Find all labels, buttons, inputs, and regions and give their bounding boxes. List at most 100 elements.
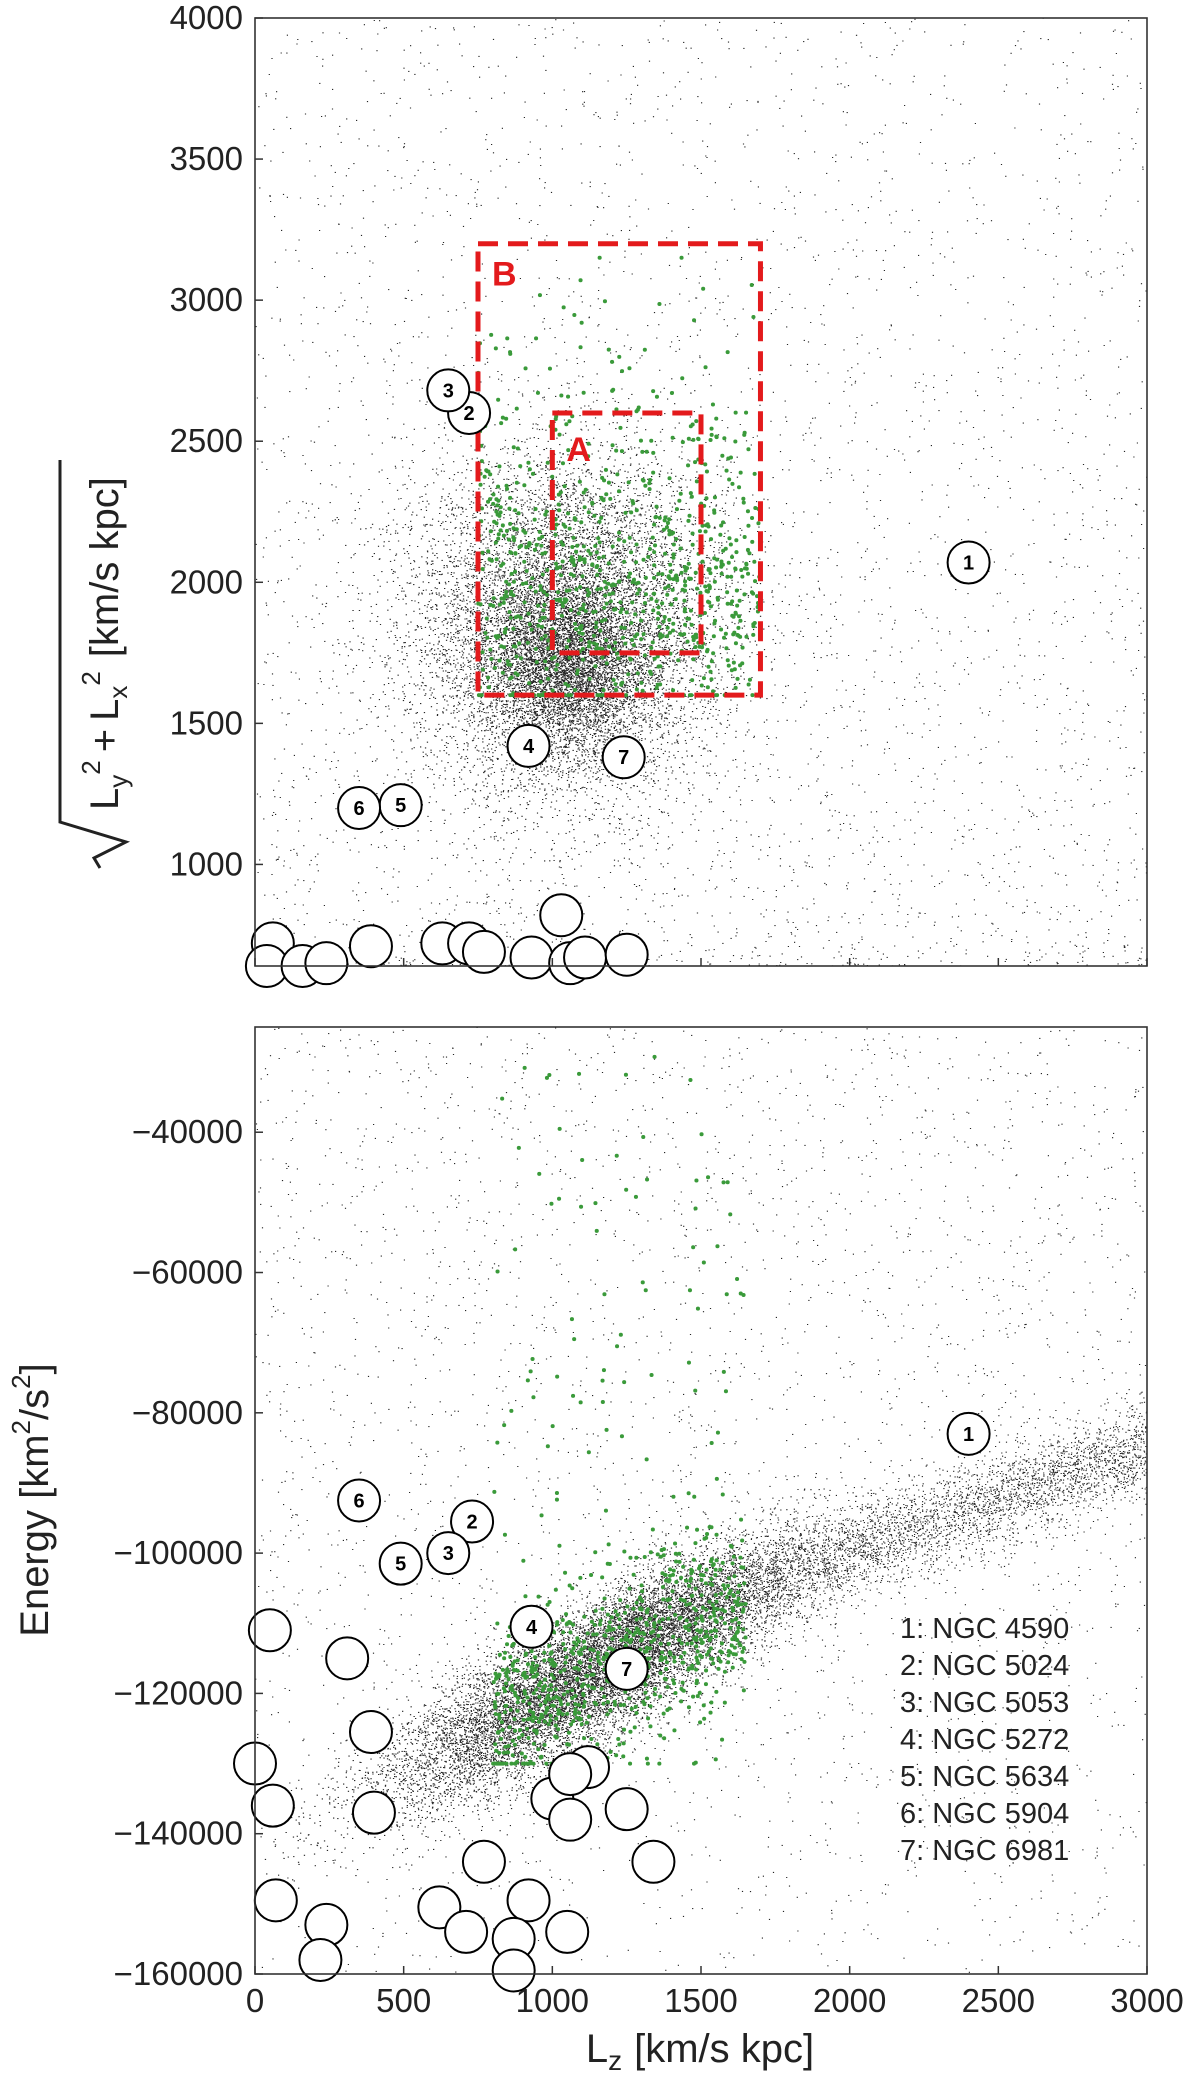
bottom-xtick-label: 2500 (962, 1982, 1035, 2019)
bottom-ylabel-post: ] (13, 1363, 57, 1374)
bottom-background-stars (255, 1027, 1147, 1974)
bottom-ylabel-sup1: 2 (6, 1420, 36, 1434)
cluster-label-6: 6 (354, 1491, 365, 1513)
bottom-scatter-points (255, 1027, 1147, 1974)
cluster-marker-3: 3 (426, 1531, 471, 1576)
bottom-ytick-label: −100000 (114, 1534, 243, 1571)
cluster-marker-7: 7 (601, 735, 646, 780)
top-ytick-label: 3000 (170, 281, 243, 318)
cluster-marker (253, 1878, 298, 1923)
cluster-label-4: 4 (523, 736, 535, 758)
cluster-label-6: 6 (354, 798, 365, 820)
cluster-marker (250, 1783, 295, 1828)
bottom-ytick-label: −120000 (114, 1674, 243, 1711)
cluster-marker (539, 893, 584, 938)
cluster-marker (325, 1636, 370, 1681)
legend-entry: 3: NGC 5053 (900, 1687, 1069, 1719)
selection-boxes: AB (475, 241, 763, 698)
cluster-marker-6: 6 (337, 786, 382, 830)
cluster-marker (247, 1608, 292, 1653)
legend-entry: 6: NGC 5904 (900, 1798, 1069, 1830)
bottom-xtick-label: 2000 (813, 1982, 886, 2019)
top-ylabel-lx-sup: 2 (76, 671, 106, 685)
cluster-marker (461, 929, 506, 974)
box-a (549, 410, 704, 656)
bottom-xlabel: Lz [km/s kpc] (586, 2027, 814, 2076)
cluster-marker-1: 1 (946, 540, 991, 585)
cluster-marker-3: 3 (426, 368, 471, 413)
bottom-ytick-label: −60000 (132, 1254, 243, 1291)
cluster-label-3: 3 (443, 1543, 454, 1565)
cluster-marker (506, 1878, 551, 1923)
legend-entry: 4: NGC 5272 (900, 1724, 1069, 1756)
top-ytick-label: 2500 (170, 422, 243, 459)
cluster-marker-6: 6 (337, 1478, 382, 1523)
cluster-marker (444, 1909, 489, 1954)
cluster-label-3: 3 (443, 380, 454, 402)
cluster-marker (348, 1709, 393, 1754)
top-ytick-label: 4000 (170, 0, 243, 36)
legend-entry: 1: NGC 4590 (900, 1613, 1069, 1645)
top-scatter-points (255, 18, 1147, 966)
top-ylabel-ly-sub: y (103, 775, 133, 788)
top-ylabel-ly: L (83, 788, 127, 810)
top-ylabel-unit: [km/s kpc] (83, 477, 127, 657)
top-ytick-label: 1500 (170, 704, 243, 741)
cluster-marker (491, 1948, 536, 1993)
cluster-marker (604, 932, 649, 977)
legend-entry: 7: NGC 6981 (900, 1835, 1069, 1867)
cluster-marker (548, 1797, 593, 1842)
cluster-label-7: 7 (621, 1659, 632, 1681)
cluster-marker (351, 1790, 396, 1835)
top-green-stars (476, 255, 763, 698)
bottom-ytick-label: −40000 (132, 1113, 243, 1150)
cluster-label-2: 2 (464, 403, 475, 425)
cluster-marker-4: 4 (506, 723, 551, 768)
bottom-ylabel-pre: Energy [km (13, 1434, 57, 1636)
top-ylabel: Ly2+Lx2[km/s kpc] (58, 460, 133, 869)
legend-entry: 5: NGC 5634 (900, 1761, 1069, 1793)
top-ytick-label: 3500 (170, 140, 243, 177)
bottom-xtick-label: 500 (376, 1982, 431, 2019)
box-b (475, 241, 763, 698)
bottom-xlabel-unit: [km/s kpc] (634, 2027, 814, 2071)
cluster-marker (348, 924, 393, 969)
top-ylabel-lx-sub: x (103, 686, 133, 699)
cluster-label-7: 7 (618, 747, 629, 769)
cluster-marker (304, 941, 349, 986)
bottom-axes: −160000 −140000 −120000 −100000 −80000 −60000… (114, 1113, 1184, 2019)
bottom-xlabel-sub: z (608, 2045, 622, 2076)
top-axes: 1000 1500 2000 2500 3000 3500 4000 (170, 0, 1148, 966)
cluster-label-1: 1 (963, 553, 974, 575)
box-b-label: B (492, 256, 517, 294)
bottom-xtick-label: 1500 (664, 1982, 737, 2019)
bottom-xtick-label: 0 (246, 1982, 264, 2019)
svg-text:Energy [km2/s2]: Energy [km2/s2] (6, 1363, 57, 1636)
cluster-marker-5: 5 (378, 1541, 423, 1586)
bottom-xlabel-l: L (586, 2027, 608, 2071)
cluster-marker (604, 1787, 649, 1832)
top-ylabel-ly-sup: 2 (76, 760, 106, 774)
cluster-marker-7: 7 (604, 1646, 649, 1691)
bottom-ylabel-mid: /s (13, 1389, 57, 1420)
svg-text:Ly2+Lx2[km/s kpc]: Ly2+Lx2[km/s kpc] (76, 477, 133, 810)
cluster-marker (563, 935, 608, 980)
cluster-marker-5: 5 (378, 783, 423, 828)
cluster-label-2: 2 (466, 1512, 477, 1534)
cluster-marker (461, 1839, 506, 1884)
cluster-marker-1: 1 (946, 1411, 991, 1456)
sqrt-sign (58, 460, 131, 869)
bottom-ylabel-sup2: 2 (6, 1374, 36, 1388)
box-a-label: A (566, 431, 591, 469)
bottom-ytick-label: −80000 (132, 1394, 243, 1431)
cluster-marker (509, 935, 554, 980)
bottom-ytick-label: −140000 (114, 1815, 243, 1852)
cluster-marker (545, 1909, 590, 1954)
bottom-ylabel: Energy [km2/s2] (6, 1363, 57, 1636)
top-ylabel-plus: + (83, 729, 127, 752)
legend-entry: 2: NGC 5024 (900, 1650, 1069, 1682)
